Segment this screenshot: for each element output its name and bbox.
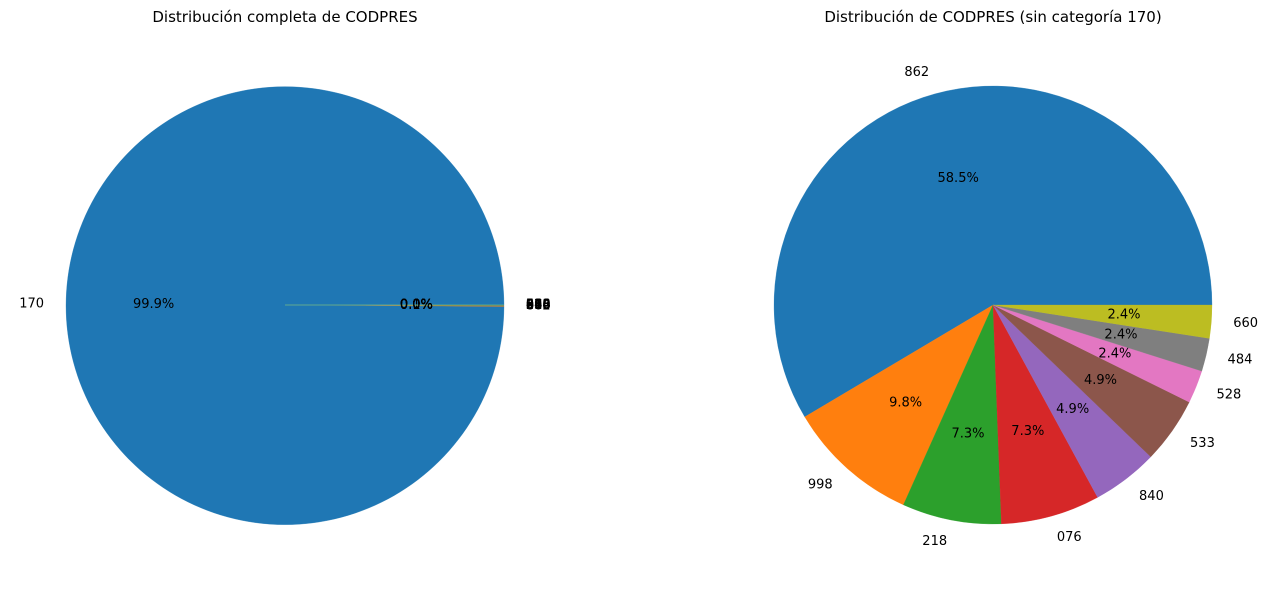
slice-label-full-840: 840: [526, 298, 551, 313]
slice-label-full-660: 660: [526, 298, 551, 313]
slice-percent-filtered-998: 9.8%: [889, 396, 922, 411]
slice-percent-filtered-840: 4.9%: [1056, 402, 1089, 417]
chart-title-filtered: Distribución de CODPRES (sin categoría 1…: [824, 8, 1162, 26]
pie-slice-filtered-660: [992, 304, 1213, 339]
slice-label-filtered-533: 533: [1190, 436, 1215, 451]
slice-percent-filtered-076: 7.3%: [1011, 424, 1044, 439]
slice-label-filtered-076: 076: [1057, 530, 1082, 545]
slice-label-filtered-862: 862: [904, 65, 929, 80]
slice-label-full-998: 998: [526, 298, 551, 313]
pie-filtered: 862 58.5% 998 9.8% 218 7.3% 076 7.3% 840 4.9% 533 4…: [773, 65, 1258, 549]
pie-slice-filtered-076: [992, 304, 1098, 524]
slice-percent-full-170: 99.9%: [133, 297, 174, 312]
pie-slice-filtered-862: [773, 85, 1213, 418]
slice-label-filtered-840: 840: [1139, 489, 1164, 504]
slice-label-filtered-998: 998: [808, 477, 833, 492]
slice-label-filtered-528: 528: [1216, 388, 1241, 403]
slice-label-full-528: 528: [526, 298, 551, 313]
slice-label-filtered-660: 660: [1233, 316, 1258, 331]
slice-label-full-076: 076: [526, 298, 551, 313]
slice-label-full-170: 170: [19, 297, 44, 312]
pie-slice-full-170: [65, 86, 505, 525]
slice-percent-filtered-218: 7.3%: [951, 427, 984, 442]
slice-percent-filtered-862: 58.5%: [938, 171, 979, 186]
slice-label-filtered-484: 484: [1228, 352, 1253, 367]
slice-label-full-218: 218: [526, 298, 551, 313]
slice-percent-filtered-528: 2.4%: [1098, 347, 1131, 362]
slice-percent-full-660: 0.0%: [400, 298, 433, 313]
slice-label-full-484: 484: [526, 298, 551, 313]
pie-slice-filtered-218: [903, 304, 1002, 525]
slice-label-full-533: 533: [526, 298, 551, 313]
pie-slice-filtered-998: [804, 304, 994, 506]
slice-label-filtered-218: 218: [922, 534, 947, 549]
chart-title-full: Distribución completa de CODPRES: [152, 8, 418, 26]
slice-percent-filtered-484: 2.4%: [1104, 327, 1137, 342]
slice-label-full-862: 862: [526, 299, 551, 314]
slice-percent-filtered-533: 4.9%: [1084, 373, 1117, 388]
slice-percent-filtered-660: 2.4%: [1107, 308, 1140, 323]
slice-percent-full-862: 0.1%: [400, 298, 433, 313]
